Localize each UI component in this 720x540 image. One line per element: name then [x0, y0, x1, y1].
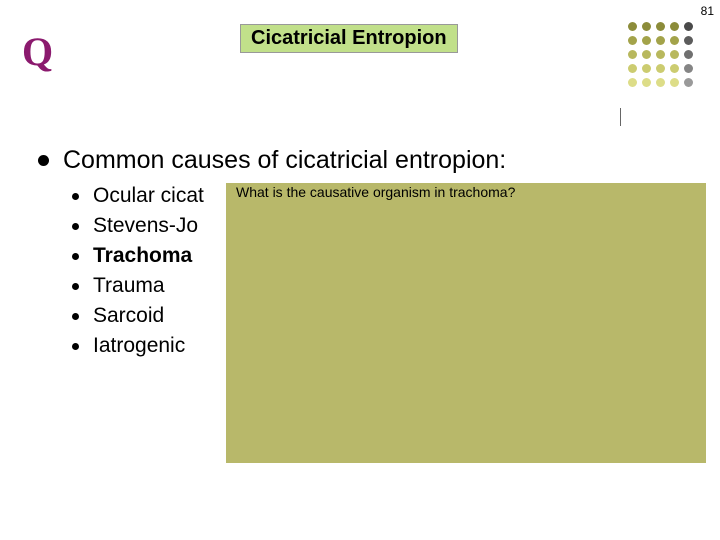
- dot-icon: [656, 50, 665, 59]
- bullet-icon: [72, 313, 79, 320]
- dot-icon: [684, 50, 693, 59]
- list-item: Sarcoid: [72, 304, 204, 328]
- dot-icon: [670, 50, 679, 59]
- list-item: Iatrogenic: [72, 334, 204, 358]
- dot-icon: [656, 36, 665, 45]
- bullet-icon: [72, 253, 79, 260]
- bullet-icon: [72, 283, 79, 290]
- list-item: Stevens-Jo: [72, 214, 204, 238]
- dot-icon: [642, 22, 651, 31]
- dot-icon: [670, 22, 679, 31]
- list-item: Ocular cicat: [72, 184, 204, 208]
- dot-icon: [642, 50, 651, 59]
- dot-icon: [684, 78, 693, 87]
- divider-line: [620, 108, 621, 126]
- dot-icon: [628, 50, 637, 59]
- bullet-icon: [72, 193, 79, 200]
- sub-list: Ocular cicat Stevens-Jo Trachoma Trauma Sarc…: [72, 184, 204, 364]
- page-number: 81: [701, 4, 714, 18]
- list-item-text: Sarcoid: [93, 304, 164, 328]
- dot-icon: [656, 22, 665, 31]
- dot-icon: [642, 64, 651, 73]
- list-item-text: Stevens-Jo: [93, 214, 198, 238]
- dot-icon: [670, 36, 679, 45]
- bullet-icon: [72, 223, 79, 230]
- overlay-question: What is the causative organism in tracho…: [236, 184, 515, 200]
- dot-icon: [628, 78, 637, 87]
- list-item-text: Ocular cicat: [93, 184, 204, 208]
- dot-icon: [656, 64, 665, 73]
- dot-icon: [670, 64, 679, 73]
- dot-icon: [628, 36, 637, 45]
- dot-icon: [684, 64, 693, 73]
- list-item: Trachoma: [72, 244, 204, 268]
- main-heading-row: Common causes of cicatricial entropion:: [38, 146, 506, 175]
- list-item-text: Trauma: [93, 274, 165, 298]
- dot-icon: [642, 36, 651, 45]
- bullet-icon: [72, 343, 79, 350]
- dot-icon: [642, 78, 651, 87]
- bullet-icon: [38, 155, 49, 166]
- list-item: Trauma: [72, 274, 204, 298]
- dot-icon: [628, 22, 637, 31]
- slide-title: Cicatricial Entropion: [240, 24, 458, 53]
- dot-icon: [670, 78, 679, 87]
- dot-icon: [656, 78, 665, 87]
- dot-icon: [684, 36, 693, 45]
- decorative-dot-grid: [628, 22, 696, 90]
- list-item-text: Iatrogenic: [93, 334, 185, 358]
- dot-icon: [628, 64, 637, 73]
- q-letter: Q: [22, 28, 53, 75]
- list-item-text: Trachoma: [93, 244, 192, 268]
- dot-icon: [684, 22, 693, 31]
- overlay-box: [226, 183, 706, 463]
- main-heading-text: Common causes of cicatricial entropion:: [63, 146, 506, 175]
